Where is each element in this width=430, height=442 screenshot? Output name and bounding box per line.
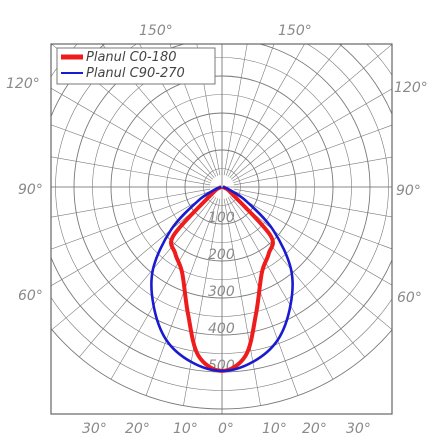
grid-spoke bbox=[229, 44, 343, 179]
grid-spoke bbox=[233, 156, 392, 186]
grid-spoke bbox=[51, 190, 211, 250]
grid-spoke bbox=[101, 44, 215, 179]
angle-label-top-right: 150° bbox=[278, 23, 312, 39]
legend-box bbox=[56, 47, 216, 85]
grid-spoke bbox=[225, 44, 275, 176]
grid-spoke bbox=[183, 198, 221, 406]
grid-spoke bbox=[233, 188, 392, 218]
angle-label-middle-right: 90° bbox=[396, 183, 421, 199]
grid-spoke bbox=[51, 194, 214, 330]
radial-tick-label: 300 bbox=[208, 284, 235, 300]
legend-label-c0-180: Planul C0-180 bbox=[86, 50, 177, 65]
angle-label-upper-right: 120° bbox=[394, 80, 428, 96]
grid-spoke bbox=[79, 195, 215, 358]
angle-label-bottom-0: 0° bbox=[218, 421, 234, 437]
legend-label-c90-270: Planul C90-270 bbox=[86, 66, 185, 81]
angle-label-bottom-20-left: 20° bbox=[125, 421, 150, 437]
polar-grid bbox=[51, 44, 392, 414]
angle-labels: 150° 150° 120° 120° 90° 90° 60° 60° 30° … bbox=[6, 23, 428, 437]
grid-spoke bbox=[230, 44, 392, 180]
grid-spoke bbox=[223, 44, 248, 176]
radial-tick-label: 100 bbox=[208, 210, 235, 226]
grid-spoke bbox=[227, 197, 334, 380]
angle-label-bottom-10-right: 10° bbox=[262, 421, 287, 437]
angle-label-top-left: 150° bbox=[139, 23, 173, 39]
grid-spoke bbox=[145, 198, 219, 396]
angle-label-bottom-30-left: 30° bbox=[82, 421, 107, 437]
grid-spoke bbox=[233, 190, 392, 250]
radial-tick-label: 400 bbox=[208, 321, 235, 337]
angle-label-lower-right: 60° bbox=[397, 290, 422, 306]
grid-spoke bbox=[232, 88, 392, 182]
grid-spoke bbox=[51, 87, 212, 182]
angle-label-bottom-10-left: 10° bbox=[173, 421, 198, 437]
grid-spoke bbox=[225, 198, 299, 396]
grid-spoke bbox=[230, 194, 392, 330]
grid-spoke bbox=[223, 198, 261, 406]
grid-spoke bbox=[51, 188, 211, 218]
grid-spoke bbox=[139, 44, 217, 177]
grid-spoke bbox=[51, 156, 211, 186]
grid-spoke bbox=[229, 195, 365, 358]
angle-label-upper-left: 120° bbox=[6, 76, 40, 92]
grid-spoke bbox=[110, 197, 217, 380]
series-line-c90-270 bbox=[150, 185, 294, 373]
angle-label-bottom-30-right: 30° bbox=[346, 421, 371, 437]
grid-spoke bbox=[232, 192, 392, 286]
angle-label-bottom-20-right: 20° bbox=[302, 421, 327, 437]
plot-frame bbox=[50, 43, 393, 415]
series-curves bbox=[150, 185, 294, 373]
radial-tick-label: 200 bbox=[208, 247, 235, 263]
grid-spoke bbox=[51, 124, 211, 184]
angle-label-middle-left: 90° bbox=[18, 182, 43, 198]
angle-label-lower-left: 60° bbox=[18, 288, 43, 304]
legend: Planul C0-180 Planul C90-270 bbox=[56, 47, 216, 85]
grid-spoke bbox=[51, 192, 212, 287]
grid-spoke bbox=[233, 124, 392, 184]
grid-spoke bbox=[227, 44, 305, 177]
